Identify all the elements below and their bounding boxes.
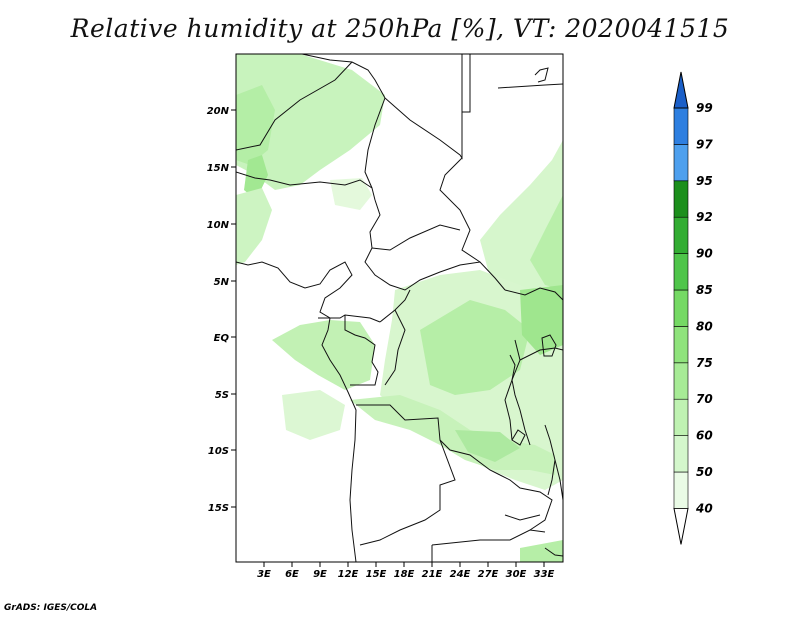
colorbar-label: 40 (695, 501, 713, 515)
lon-label: 30E (506, 569, 527, 580)
colorbar-label: 75 (696, 356, 713, 370)
lon-label: 24E (450, 569, 471, 580)
border-line (344, 315, 379, 386)
lon-label: 21E (422, 569, 443, 580)
border-line (359, 439, 456, 546)
colorbar-label: 95 (696, 174, 713, 188)
border-line (519, 347, 563, 361)
border-line (364, 199, 506, 291)
lat-label: 10N (207, 220, 230, 231)
lat-label: EQ (214, 333, 230, 344)
colorbar: 40 50 60 70 75 80 85 90 92 95 97 99 (673, 71, 713, 545)
colorbar-segment (673, 398, 689, 436)
lon-label: 3E (257, 569, 271, 580)
humidity-shading (236, 54, 563, 562)
humidity-area (530, 195, 563, 290)
colorbar-segment (673, 253, 689, 291)
lon-label: 9E (313, 569, 327, 580)
lat-label: 15S (208, 503, 229, 514)
colorbar-segment (673, 216, 689, 254)
border-line (431, 529, 546, 546)
border-line (384, 54, 463, 160)
border-line (504, 514, 541, 521)
colorbar-segment (673, 471, 689, 509)
humidity-area (272, 320, 375, 390)
border-line (301, 54, 386, 99)
colorbar-segment (673, 362, 689, 400)
colorbar-label: 85 (696, 283, 713, 297)
colorbar-label: 80 (696, 319, 713, 333)
lat-label: 5N (214, 277, 230, 288)
colorbar-lower-arrow (673, 507, 689, 545)
longitude-axis (263, 562, 545, 567)
country-borders (236, 54, 563, 562)
border-line (379, 289, 411, 323)
lon-label: 27E (478, 569, 499, 580)
lat-label: 5S (215, 390, 229, 401)
software-credit: GrADS: IGES/COLA (4, 603, 98, 613)
longitude-labels: 3E 6E 9E 12E 15E 18E 21E 24E 27E 30E 33E (257, 569, 554, 580)
border-line (504, 339, 521, 441)
latitude-labels: 20N 15N 10N 5N EQ 5S 10S 15S (207, 106, 230, 514)
humidity-area (236, 85, 275, 165)
lon-label: 33E (534, 569, 555, 580)
map-frame (235, 53, 564, 563)
colorbar-segment (673, 326, 689, 364)
border-line (439, 157, 481, 263)
colorbar-label: 99 (696, 101, 713, 115)
colorbar-upper-arrow (673, 71, 689, 109)
colorbar-label: 50 (696, 465, 713, 479)
humidity-area (236, 54, 385, 190)
lon-label: 6E (285, 569, 299, 580)
border-line (236, 61, 353, 151)
lat-label: 20N (207, 106, 230, 117)
lake-outline (541, 334, 557, 357)
humidity-area (420, 300, 530, 395)
lon-label: 15E (366, 569, 387, 580)
border-line (497, 83, 563, 89)
lat-label: 10S (208, 446, 229, 457)
colorbar-segment (673, 180, 689, 218)
lon-label: 12E (338, 569, 359, 580)
border-line (371, 224, 461, 251)
lat-label: 15N (207, 163, 230, 174)
humidity-area (520, 285, 563, 355)
colorbar-segment (673, 144, 689, 182)
coastline (554, 459, 563, 501)
humidity-area (330, 178, 372, 210)
humidity-area (244, 155, 268, 200)
humidity-area (236, 188, 272, 265)
border-line (499, 474, 553, 531)
border-line (364, 97, 386, 189)
border-line (236, 171, 376, 201)
coastline (236, 261, 357, 562)
humidity-area (520, 540, 563, 562)
humidity-area (455, 430, 520, 462)
colorbar-segment (673, 289, 689, 327)
lake-outline (509, 354, 531, 446)
colorbar-label: 60 (696, 429, 713, 443)
coastline (544, 547, 563, 557)
lake-outline (511, 429, 526, 446)
colorbar-label: 92 (696, 210, 713, 224)
humidity-area (282, 390, 345, 440)
lon-label: 18E (394, 569, 415, 580)
colorbar-label: 70 (696, 392, 713, 406)
border-line (462, 54, 471, 113)
coastline (534, 67, 549, 83)
colorbar-label: 90 (696, 247, 713, 261)
border-line (504, 287, 563, 301)
border-line (384, 309, 406, 386)
map-title: Relative humidity at 250hPa [%], VT: 202… (70, 14, 730, 43)
latitude-axis (231, 109, 236, 508)
colorbar-label: 97 (696, 137, 713, 151)
colorbar-segment (673, 435, 689, 473)
colorbar-segment (673, 107, 689, 145)
